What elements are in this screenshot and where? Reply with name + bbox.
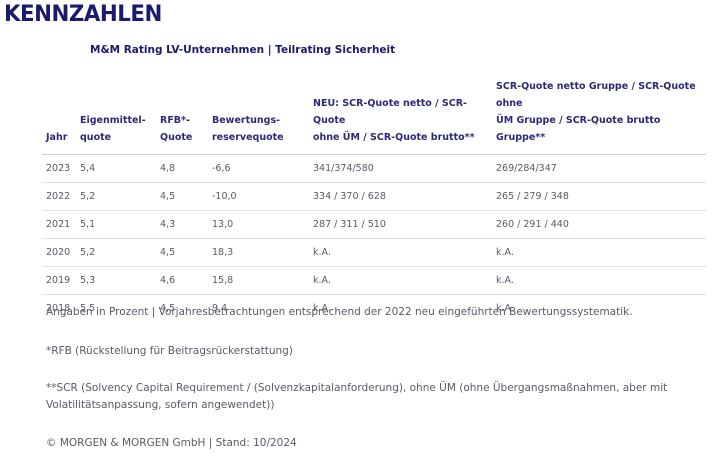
- cell-scr-quote: 334 / 370 / 628: [309, 182, 492, 211]
- cell-scr-quote: k.A.: [313, 303, 331, 315]
- cell-eigenmittelquote: 5,2: [76, 238, 156, 267]
- cell-jahr: 2023: [42, 154, 76, 183]
- table-row: 2020 5,2 4,5 18,3 k.A. k.A.: [42, 238, 706, 267]
- table-row: 2022 5,2 4,5 -10,0 334 / 370 / 628 265 / 279 …: [42, 182, 706, 211]
- cell-eigenmittelquote: 5,2: [76, 182, 156, 211]
- cell-eigenmittelquote: 5,4: [76, 154, 156, 183]
- cell-scr-quote-gruppe: k.A.: [496, 303, 514, 315]
- cell-jahr: 2022: [42, 182, 76, 211]
- cell-eigenmittelquote: 5,3: [76, 266, 156, 295]
- cell-bewertungsreservequote: 15,8: [208, 266, 309, 295]
- cell-bewertungsreservequote: 18,3: [208, 238, 309, 267]
- table-header-row: Jahr Eigenmittel-quote RFB*- Quote Bewert…: [42, 78, 706, 155]
- header-bewertungsreservequote: Bewertungs-reservequote: [208, 78, 309, 155]
- cell-rfb-quote: 4,5: [160, 303, 176, 315]
- cell-jahr: 2019: [42, 266, 76, 295]
- table-row: 2021 5,1 4,3 13,0 287 / 311 / 510 260 / 291 /…: [42, 210, 706, 239]
- cell-scr-quote: k.A.: [309, 266, 492, 295]
- cell-jahr: 2020: [42, 238, 76, 267]
- header-rfb-quote: RFB*- Quote: [156, 78, 208, 155]
- header-eigenmittelquote: Eigenmittel-quote: [76, 78, 156, 155]
- cell-scr-quote: 287 / 311 / 510: [309, 210, 492, 239]
- cell-bewertungsreservequote: -6,6: [208, 154, 309, 183]
- copyright: © MORGEN & MORGEN GmbH | Stand: 10/2024: [46, 437, 297, 449]
- cell-jahr: 2018: [46, 303, 71, 315]
- page-title: KENNZAHLEN: [4, 2, 162, 27]
- cell-bewertungsreservequote: -10,0: [208, 182, 309, 211]
- note-rfb: *RFB (Rückstellung für Beitragsrückersta…: [46, 345, 293, 357]
- cell-bewertungsreservequote: 9,4: [212, 303, 228, 315]
- cell-eigenmittelquote: 5,1: [76, 210, 156, 239]
- header-jahr: Jahr: [42, 78, 76, 155]
- kennzahlen-table: Jahr Eigenmittel-quote RFB*- Quote Bewert…: [42, 78, 706, 323]
- cell-scr-quote-gruppe: k.A.: [492, 238, 706, 267]
- header-scr-quote-gruppe: SCR-Quote netto Gruppe / SCR-Quote ohne Ü…: [492, 78, 706, 155]
- note-angaben: Angaben in Prozent | Vorjahresbetrachtun…: [46, 306, 633, 318]
- cell-jahr: 2021: [42, 210, 76, 239]
- cell-rfb-quote: 4,8: [156, 154, 208, 183]
- table-row: 2023 5,4 4,8 -6,6 341/374/580 269/284/347: [42, 154, 706, 183]
- note-scr: **SCR (Solvency Capital Requirement / (S…: [46, 382, 668, 411]
- cell-bewertungsreservequote: 13,0: [208, 210, 309, 239]
- cell-rfb-quote: 4,5: [156, 238, 208, 267]
- cell-rfb-quote: 4,3: [156, 210, 208, 239]
- cell-scr-quote-gruppe: 269/284/347: [492, 154, 706, 183]
- cell-scr-quote-gruppe: 265 / 279 / 348: [492, 182, 706, 211]
- cell-scr-quote-gruppe: k.A.: [492, 266, 706, 295]
- cell-rfb-quote: 4,6: [156, 266, 208, 295]
- cell-eigenmittelquote: 5,5: [80, 303, 96, 315]
- table-row: 2019 5,3 4,6 15,8 k.A. k.A.: [42, 266, 706, 295]
- table-subtitle: M&M Rating LV-Unternehmen | Teilrating S…: [90, 44, 396, 56]
- cell-scr-quote-gruppe: 260 / 291 / 440: [492, 210, 706, 239]
- header-scr-quote: NEU: SCR-Quote netto / SCR-Quote ohne ÜM …: [309, 78, 492, 155]
- cell-scr-quote: 341/374/580: [309, 154, 492, 183]
- table-row: 2018 5,5 4,5 9,4 k.A. k.A.: [42, 295, 706, 323]
- cell-rfb-quote: 4,5: [156, 182, 208, 211]
- cell-scr-quote: k.A.: [309, 238, 492, 267]
